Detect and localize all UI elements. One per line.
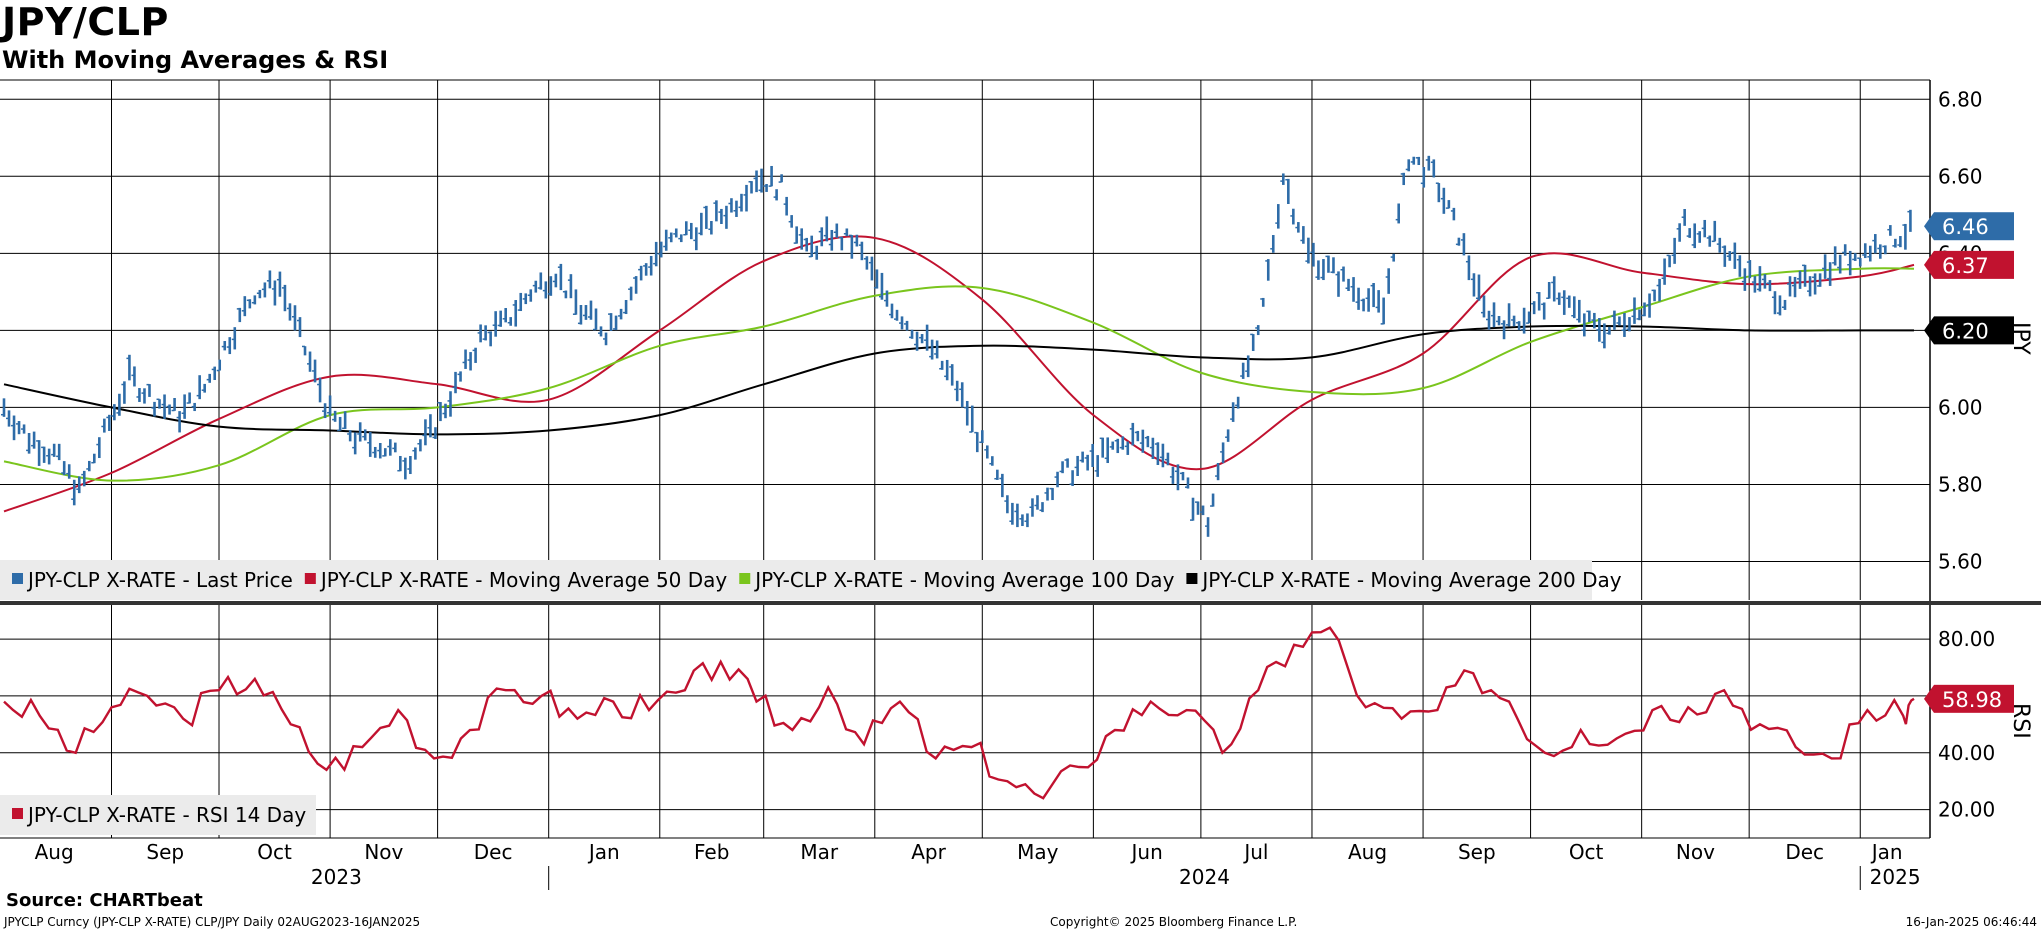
price-tick-label: 6.80 <box>1938 87 1983 111</box>
month-label: Jul <box>1242 840 1268 864</box>
month-label: Dec <box>474 840 513 864</box>
rsi-line <box>3 626 1915 800</box>
grid-lines <box>0 80 1930 838</box>
rsi-tick-label: 40.00 <box>1938 741 1995 765</box>
rsi-last-tag: 58.98 <box>1924 684 2014 713</box>
price-last-tag-text: 6.46 <box>1942 215 1989 239</box>
ma50-last-tag-box <box>1934 250 2014 279</box>
rsi-legend-swatch <box>12 808 23 819</box>
month-label: Jan <box>1870 840 1903 864</box>
copyright-note: Copyright© 2025 Bloomberg Finance L.P. <box>1050 915 1298 929</box>
month-label: Jun <box>1130 840 1163 864</box>
ma50-last-tag: 6.37 <box>1924 250 2014 279</box>
source-note: Source: CHARTbeat <box>6 890 203 911</box>
rsi-last-tag-pointer <box>1924 684 1934 713</box>
ma200-last-tag: 6.20 <box>1924 316 2014 345</box>
rsi-tick-label: 20.00 <box>1938 798 1995 822</box>
price-tick-label: 5.80 <box>1938 472 1983 496</box>
rsi-line-group <box>3 626 1915 800</box>
legend-swatch-1 <box>304 573 316 584</box>
legend-swatch-0 <box>12 573 23 584</box>
month-label: Aug <box>1348 840 1387 864</box>
moving-average-line-2 <box>3 324 1914 436</box>
ma200-last-tag-pointer <box>1924 316 1934 345</box>
axes: 6.806.606.406.206.005.805.6080.0060.0040… <box>0 79 2041 890</box>
rsi-last-tag-text: 58.98 <box>1942 688 2002 712</box>
month-label: Jan <box>587 840 620 864</box>
ma200-last-tag-box <box>1934 316 2014 345</box>
price-last-tag-box <box>1934 212 2014 241</box>
moving-averages <box>3 235 1915 513</box>
month-label: Feb <box>694 840 729 864</box>
rsi-tick-label: 80.00 <box>1938 627 1995 651</box>
legend-item-3: JPY-CLP X-RATE - Moving Average 200 Day <box>1200 568 1621 592</box>
price-last-tag: 6.46 <box>1924 212 2014 241</box>
year-label: 2024 <box>1179 865 1230 889</box>
month-label: Dec <box>1785 840 1824 864</box>
month-label: Nov <box>364 840 403 864</box>
year-label: 2023 <box>311 865 362 889</box>
ma50-last-tag-pointer <box>1924 250 1934 279</box>
month-label: Oct <box>1569 840 1604 864</box>
chart-title: JPY/CLP <box>2 0 169 44</box>
month-label: Aug <box>35 840 74 864</box>
price-last-tag-pointer <box>1924 212 1934 241</box>
legends: JPY-CLP X-RATE - Last Price JPY-CLP X-RAT… <box>0 560 1622 835</box>
year-label: 2025 <box>1870 865 1921 889</box>
ma50-last-tag-text: 6.37 <box>1942 254 1989 278</box>
legend-swatch-2 <box>739 573 751 584</box>
price-bars <box>1 155 1912 537</box>
month-label: May <box>1017 840 1059 864</box>
month-label: Nov <box>1676 840 1715 864</box>
moving-average-line-0 <box>3 235 1915 513</box>
rsi-legend-item: JPY-CLP X-RATE - RSI 14 Day <box>26 803 306 827</box>
legend-item-1: JPY-CLP X-RATE - Moving Average 50 Day <box>319 568 728 592</box>
month-label: Mar <box>800 840 839 864</box>
price-axis-label: JPY <box>2008 320 2033 355</box>
timestamp: 16-Jan-2025 06:46:44 <box>1905 915 2037 929</box>
price-tick-label: 6.00 <box>1938 395 1983 419</box>
rsi-legend-bg <box>0 795 316 835</box>
legend-item-0: JPY-CLP X-RATE - Last Price <box>26 568 293 592</box>
price-tick-label: 5.60 <box>1938 549 1983 573</box>
main-legend-bg <box>0 560 1592 600</box>
rsi-axis-label: RSI <box>2008 703 2033 739</box>
month-label: Sep <box>1458 840 1496 864</box>
month-label: Sep <box>146 840 184 864</box>
chart-subtitle: With Moving Averages & RSI <box>2 46 389 74</box>
legend-item-2: JPY-CLP X-RATE - Moving Average 100 Day <box>753 568 1174 592</box>
security-description: JPYCLP Curncy (JPY-CLP X-RATE) CLP/JPY D… <box>4 915 421 929</box>
month-label: Oct <box>257 840 292 864</box>
month-label: Apr <box>911 840 946 864</box>
moving-average-line-1 <box>3 267 1915 482</box>
ma200-last-tag-text: 6.20 <box>1942 319 1989 343</box>
legend-swatch-3 <box>1186 573 1198 584</box>
price-tick-label: 6.60 <box>1938 164 1983 188</box>
rsi-last-tag-box <box>1934 684 2014 713</box>
